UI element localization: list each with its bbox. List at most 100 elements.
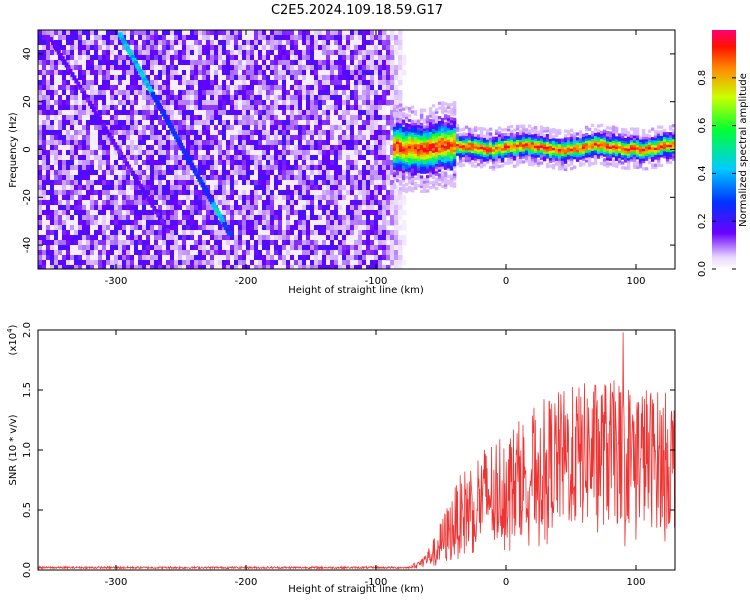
spectrogram-cell [242, 85, 247, 91]
spectrogram-cell [266, 70, 271, 76]
spectrogram-trace-cell [86, 97, 91, 103]
spectrogram-cell [342, 115, 347, 121]
spectrogram-band-cell [407, 107, 412, 111]
spectrogram-cell [114, 230, 119, 236]
spectrogram-cell [134, 180, 139, 186]
spectrogram-cell [158, 150, 163, 156]
spectrogram-cell [42, 235, 47, 241]
spectrogram-band-cell [395, 162, 400, 166]
spectrogram-cell [266, 255, 271, 261]
spectrogram-band-cell [431, 130, 436, 134]
spectrogram-cell [286, 225, 291, 231]
spectrogram-band-cell [398, 168, 403, 172]
spectrogram-cell [250, 170, 255, 176]
spectrogram-cell [330, 65, 335, 71]
spectrogram-cell [346, 75, 351, 81]
spectrogram-cell [250, 200, 255, 206]
spectrogram-cell [306, 110, 311, 116]
spectrogram-cell [154, 120, 159, 126]
spectrogram-cell [310, 95, 315, 101]
spectrogram-cell [250, 80, 255, 86]
spectrogram-cell [150, 130, 155, 136]
spectrogram-cell [326, 165, 331, 171]
spectrogram-trace-cell [66, 65, 71, 71]
spectrogram-cell [134, 50, 139, 56]
spectrogram-band-cell [440, 110, 445, 115]
spectrogram-cell [218, 160, 223, 166]
spectrogram-trace-cell [186, 156, 192, 162]
spectrogram-cell [70, 185, 75, 191]
spectrogram-cell [218, 130, 223, 136]
spectrogram-cell [330, 100, 335, 106]
spectrogram-band-cell [428, 171, 433, 175]
spectrogram-cell [334, 80, 339, 86]
spectrogram-cell [258, 115, 263, 121]
spectrogram-cell [326, 90, 331, 96]
spectrogram-cell [178, 55, 183, 61]
spectrogram-cell [122, 35, 127, 41]
spectrogram-band-cell [425, 167, 430, 172]
spectrogram-cell [270, 150, 275, 156]
spectrogram-cell [258, 240, 263, 246]
spectrogram-trace-cell [205, 190, 210, 196]
spectrogram-cell [234, 210, 239, 216]
spectrogram-cell [70, 125, 75, 131]
spectrogram-cell [198, 110, 203, 116]
spectrogram-cell [122, 135, 127, 141]
spectrogram-band-cell [440, 120, 445, 124]
spectrogram-cell [238, 140, 243, 146]
spectrogram-cell [198, 140, 203, 146]
spectrogram-cell [362, 190, 367, 196]
spectrogram-cell [98, 100, 103, 106]
spectrogram-band-cell [428, 107, 433, 111]
spectrogram-cell [278, 65, 283, 71]
spectrogram-cell [202, 125, 207, 131]
spectrogram-cell [302, 155, 307, 161]
spectrogram-cell [298, 65, 303, 71]
spectrogram-trace-cell [147, 86, 153, 92]
spectrogram-cell [366, 155, 371, 161]
spectrogram-band-cell [410, 172, 415, 176]
spectrogram-cell [326, 45, 331, 51]
spectrogram-cell [378, 80, 383, 86]
spectrogram-band-cell [434, 132, 439, 136]
spectrogram-cell [86, 30, 91, 36]
spectrogram-cell [378, 70, 383, 76]
spectrogram-cell [50, 95, 55, 101]
spectrogram-cell [294, 135, 299, 141]
spectrogram-band-cell [422, 154, 427, 158]
spectrogram-cell [118, 185, 123, 191]
spectrogram-cell [222, 265, 227, 269]
spectrogram-cell [378, 105, 383, 111]
spectrogram-band-cell [437, 182, 442, 187]
spectrogram-band-cell [392, 161, 397, 166]
spectrogram-cell [142, 240, 147, 246]
spectrogram-cell [90, 265, 95, 269]
spectrogram-band-cell [398, 175, 403, 179]
spectrogram-cell [130, 190, 135, 196]
spectrogram-cell [298, 145, 303, 151]
spectrogram-cell [374, 140, 379, 146]
spectrogram-cell [290, 130, 295, 136]
spectrogram-cell [334, 125, 339, 131]
spectrogram-band-cell [410, 110, 415, 114]
spectrogram-band-cell [437, 128, 442, 132]
spectrogram-cell [354, 180, 359, 186]
spectrogram-cell [118, 210, 123, 216]
spectrogram-cell [90, 35, 95, 41]
spectrogram-cell [146, 115, 151, 121]
spectrogram-cell [322, 80, 327, 86]
spectrogram-cell [50, 195, 55, 201]
spectrogram-cell [46, 105, 51, 111]
spectrogram-cell [266, 165, 271, 171]
spectrogram-cell [134, 135, 139, 141]
spectrogram-cell [182, 115, 187, 121]
spectrogram-cell [102, 135, 107, 141]
spectrogram-cell [262, 265, 267, 269]
spectrogram-band-cell [440, 184, 445, 189]
spectrogram-cell [310, 45, 315, 51]
spectrogram-cell [86, 130, 91, 136]
spectrogram-cell [262, 165, 267, 171]
spectrogram-band-cell [434, 110, 439, 114]
spectrogram-band-cell [428, 147, 433, 151]
